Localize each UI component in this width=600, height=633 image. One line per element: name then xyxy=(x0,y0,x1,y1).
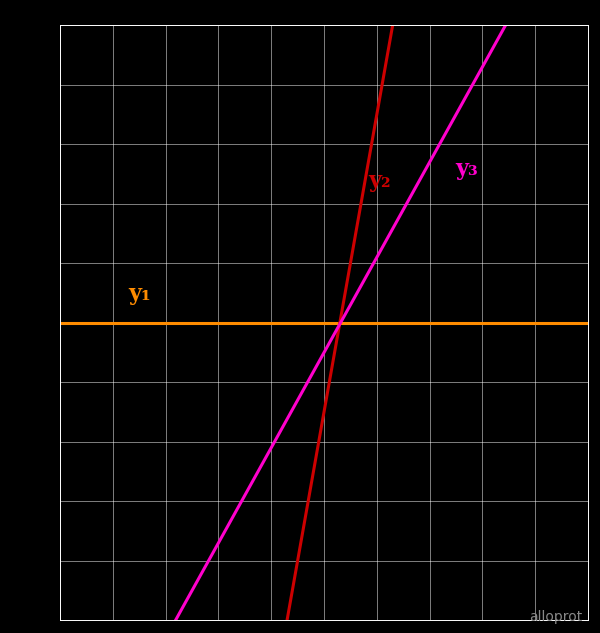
Text: y₃: y₃ xyxy=(455,158,478,180)
Text: y₁: y₁ xyxy=(128,283,151,305)
Text: y₂: y₂ xyxy=(368,170,391,192)
Text: alloprot: alloprot xyxy=(529,610,582,624)
